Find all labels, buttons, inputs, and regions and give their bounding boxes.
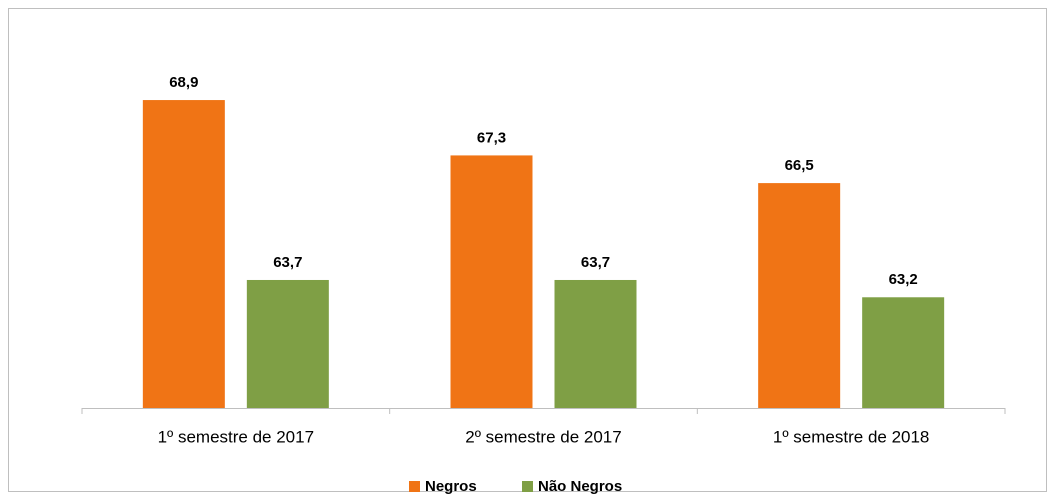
data-label: 68,9 [169, 74, 198, 91]
bar [246, 279, 329, 408]
x-tick-label: 1º semestre de 2018 [773, 427, 929, 446]
bar [554, 279, 637, 408]
legend-label: Negros [425, 478, 477, 495]
data-label: 67,3 [477, 129, 506, 146]
bar [862, 297, 945, 408]
bar [450, 155, 533, 408]
x-tick-label: 2º semestre de 2017 [465, 427, 621, 446]
data-label: 63,2 [889, 271, 918, 288]
bar [142, 100, 225, 408]
data-label: 63,7 [581, 254, 610, 271]
legend-swatch [409, 481, 420, 492]
legend-label: Não Negros [538, 478, 622, 495]
data-label: 66,5 [785, 157, 814, 174]
data-label: 63,7 [273, 254, 302, 271]
x-tick-label: 1º semestre de 2017 [158, 427, 314, 446]
bar [758, 183, 841, 408]
legend-swatch [522, 481, 533, 492]
